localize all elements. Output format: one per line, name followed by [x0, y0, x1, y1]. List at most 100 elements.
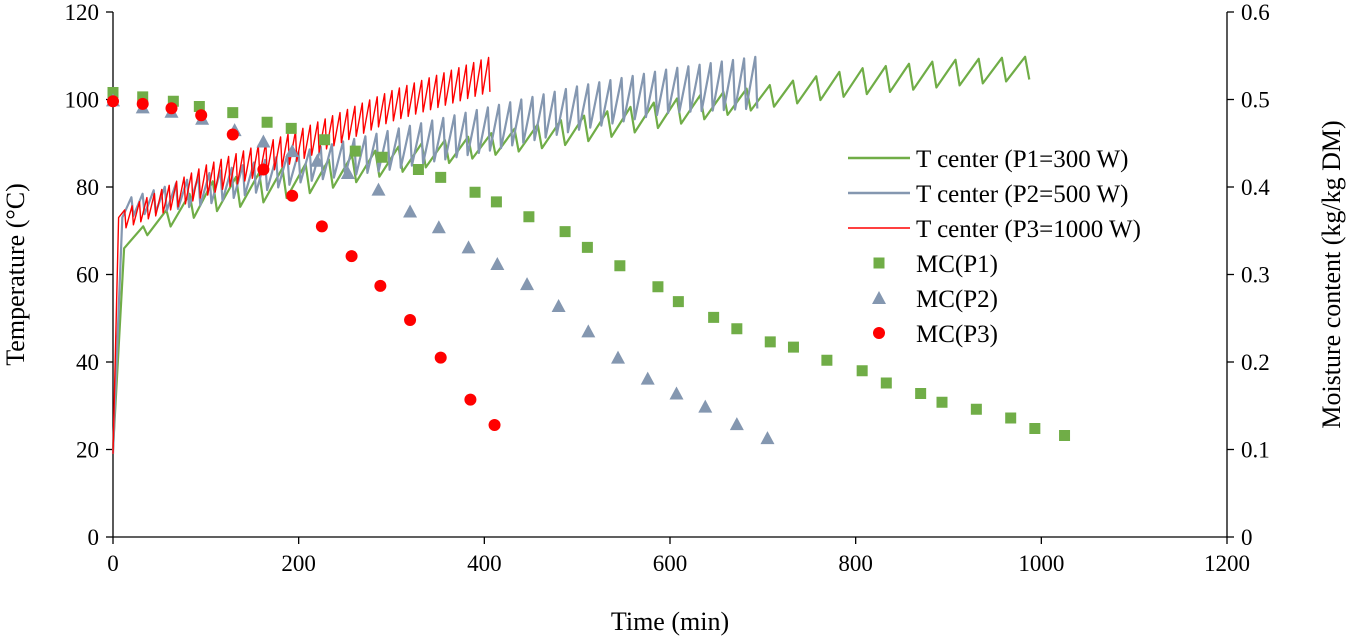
mc-point-series-1: [821, 354, 833, 366]
y-tick-label-right: 0.6: [1241, 0, 1270, 25]
mc-point-series-1: [412, 164, 424, 175]
mc-point-series-1: [107, 87, 119, 98]
mc-point-series-3: [345, 250, 358, 263]
mc-point-series-2: [640, 371, 655, 385]
legend-label-line-1: T center (P1=300 W): [916, 146, 1128, 173]
mc-point-series-2: [256, 134, 271, 148]
x-tick-label: 800: [838, 551, 873, 576]
mc-point-series-3: [315, 220, 328, 233]
legend-label-scatter-3: MC(P3): [916, 321, 998, 348]
mc-point-series-1: [856, 365, 868, 377]
mc-point-series-1: [376, 151, 388, 163]
y-tick-label-right: 0.1: [1241, 438, 1270, 463]
legend-marker-swatch-3: [873, 327, 885, 339]
y-tick-label-right: 0: [1241, 525, 1253, 550]
legend-marker-swatch-2: [872, 291, 886, 304]
mc-point-series-2: [340, 166, 355, 179]
mc-point-series-1: [490, 196, 502, 208]
mc-point-series-1: [227, 107, 239, 119]
mc-point-series-1: [787, 341, 799, 353]
mc-point-series-2: [285, 144, 300, 158]
temperature-line-series-3: [112, 56, 491, 454]
mc-point-series-1: [731, 323, 743, 335]
legend-label-line-3: T center (P3=1000 W): [916, 216, 1141, 243]
mc-point-series-3: [226, 128, 239, 141]
mc-point-series-2: [760, 431, 775, 445]
legend-label-scatter-1: MC(P1): [916, 251, 998, 278]
y-axis-title-left: Temperature (°C): [1, 183, 30, 366]
mc-point-series-1: [1059, 430, 1071, 441]
mc-point-series-2: [461, 240, 476, 254]
mc-point-series-1: [708, 311, 720, 323]
mc-point-series-1: [880, 377, 892, 389]
mc-point-series-1: [672, 296, 684, 308]
legend-label-line-2: T center (P2=500 W): [916, 181, 1128, 208]
x-tick-label: 400: [467, 551, 502, 576]
x-axis-title: Time (min): [611, 607, 729, 636]
mc-point-series-2: [310, 153, 325, 167]
mc-point-series-1: [137, 91, 149, 103]
mc-point-series-1: [764, 336, 776, 348]
legend-marker-swatch-1: [873, 257, 885, 269]
mc-point-series-1: [581, 241, 593, 253]
mc-point-series-3: [434, 351, 447, 364]
mc-point-series-1: [915, 388, 927, 399]
y-tick-label-left: 60: [76, 263, 99, 288]
mc-point-series-2: [551, 299, 566, 312]
mc-point-series-2: [490, 257, 505, 270]
mc-point-series-1: [261, 116, 273, 128]
y-tick-label-right: 0.2: [1241, 350, 1270, 375]
mc-point-series-1: [435, 171, 447, 183]
mc-point-series-3: [257, 163, 270, 176]
mc-point-series-3: [464, 393, 477, 406]
mc-point-series-1: [285, 122, 297, 134]
mc-point-series-1: [1029, 423, 1041, 434]
y-tick-label-right: 0.3: [1241, 263, 1270, 288]
mc-point-series-1: [936, 396, 948, 408]
mc-point-series-3: [488, 419, 501, 431]
mc-point-series-1: [523, 211, 535, 223]
mc-point-series-1: [469, 186, 481, 198]
legend-label-scatter-2: MC(P2): [916, 286, 998, 313]
x-tick-label: 1200: [1204, 551, 1250, 576]
mc-point-series-1: [970, 403, 982, 415]
mc-point-series-2: [611, 350, 626, 364]
mc-point-series-2: [698, 399, 713, 413]
mc-point-series-1: [559, 226, 571, 238]
mc-point-series-2: [520, 277, 535, 291]
temperature-line-series-1: [111, 55, 1031, 450]
mc-point-series-1: [319, 134, 331, 146]
mc-point-series-3: [374, 279, 387, 292]
y-tick-label-left: 20: [76, 438, 99, 463]
y-tick-label-right: 0.4: [1241, 175, 1270, 200]
x-tick-label: 1000: [1018, 551, 1064, 576]
mc-point-series-3: [286, 189, 299, 202]
mc-point-series-2: [729, 417, 744, 431]
mc-point-series-2: [581, 324, 596, 338]
mc-point-series-1: [652, 281, 664, 293]
mc-point-series-2: [431, 220, 446, 234]
mc-point-series-3: [136, 97, 149, 110]
y-tick-label-right: 0.5: [1241, 88, 1270, 113]
x-tick-label: 200: [281, 551, 316, 576]
mc-point-series-2: [669, 386, 684, 400]
y-tick-label-left: 80: [76, 175, 99, 200]
mc-point-series-1: [193, 101, 205, 112]
mc-point-series-1: [1005, 412, 1017, 424]
mc-point-series-1: [614, 260, 626, 272]
x-tick-label: 0: [107, 551, 119, 576]
mc-point-series-1: [167, 95, 179, 107]
y-tick-label-left: 120: [65, 0, 100, 25]
y-tick-label-left: 40: [76, 350, 99, 375]
mc-point-series-3: [165, 102, 178, 115]
y-tick-label-left: 100: [65, 88, 100, 113]
y-tick-label-left: 0: [88, 525, 100, 550]
mc-point-series-3: [195, 109, 208, 122]
mc-point-series-2: [403, 204, 418, 218]
mc-point-series-2: [371, 182, 386, 196]
mc-point-series-3: [107, 95, 119, 108]
temperature-line-series-2: [111, 55, 759, 454]
mc-point-series-3: [404, 314, 417, 326]
